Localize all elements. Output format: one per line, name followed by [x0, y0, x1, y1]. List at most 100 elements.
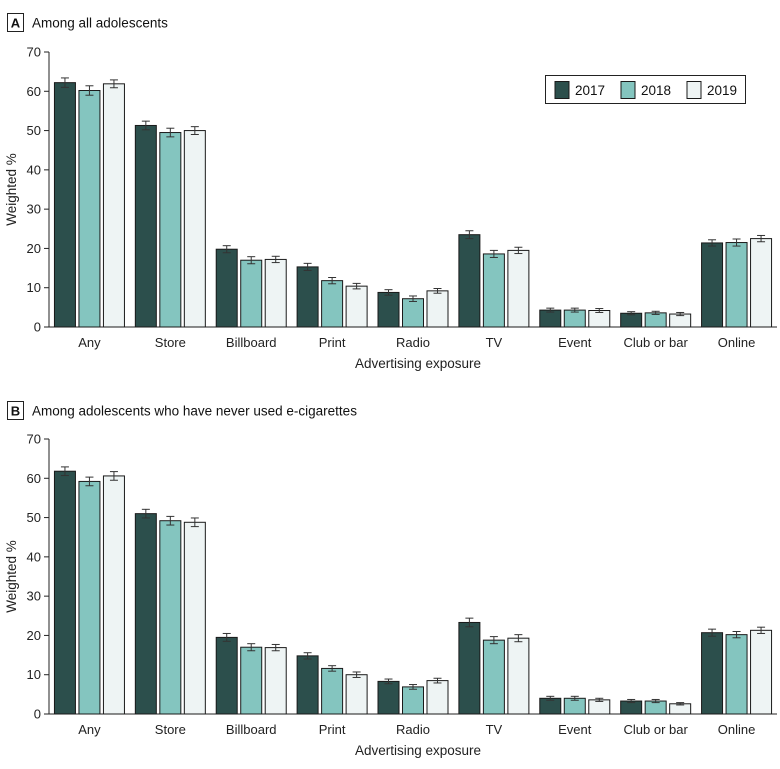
- error-bar-store-2019: [190, 517, 199, 528]
- error-bar-billboard-2017: [222, 245, 231, 254]
- error-bar-event-2019: [595, 308, 604, 313]
- panel-a-header: A Among all adolescents: [7, 13, 168, 32]
- error-bar-tv-2019: [514, 634, 523, 643]
- error-bar-club-or-bar-2017: [627, 311, 636, 316]
- legend-label-2019: 2019: [707, 83, 737, 98]
- error-bar-event-2018: [570, 695, 579, 701]
- error-bar-club-or-bar-2017: [627, 698, 636, 704]
- legend: 2017 2018 2019: [545, 75, 746, 104]
- bar-online-2018: [725, 242, 748, 328]
- panel-b-header: B Among adolescents who have never used …: [7, 401, 357, 420]
- error-bar-club-or-bar-2018: [651, 698, 660, 704]
- error-bar-any-2019: [109, 471, 118, 481]
- bar-event-2019: [588, 310, 611, 328]
- bar-store-2019: [183, 130, 206, 328]
- bar-online-2017: [701, 632, 724, 715]
- bar-store-2017: [134, 124, 157, 328]
- bar-tv-2019: [507, 637, 530, 715]
- error-bar-any-2018: [85, 85, 94, 96]
- panel-b-chart: 0 10 20 30 40 50 60 70 Weighted % Advertising exp…: [4, 432, 777, 758]
- panel-a-title: Among all adolescents: [32, 16, 168, 31]
- error-bar-radio-2017: [384, 289, 393, 296]
- y-tick-label: 40: [27, 549, 41, 564]
- bar-billboard-2018: [240, 259, 263, 328]
- bar-any-2019: [102, 83, 125, 328]
- error-bar-store-2018: [166, 515, 175, 526]
- y-tick-label: 0: [34, 707, 41, 722]
- error-bar-print-2018: [328, 665, 337, 672]
- error-bar-event-2019: [595, 697, 604, 702]
- bar-tv-2018: [482, 253, 505, 328]
- error-bar-club-or-bar-2019: [676, 702, 685, 706]
- error-bar-billboard-2019: [271, 255, 280, 264]
- bar-any-2019: [102, 475, 125, 715]
- error-bar-any-2019: [109, 79, 118, 89]
- error-bar-online-2019: [757, 626, 766, 634]
- bar-online-2017: [701, 242, 724, 328]
- x-tick-label-any: Any: [78, 335, 101, 350]
- error-bar-tv-2017: [465, 230, 474, 240]
- bar-radio-2019: [426, 680, 449, 715]
- error-bar-billboard-2018: [247, 256, 256, 265]
- bar-billboard-2019: [264, 647, 287, 715]
- y-tick-label: 60: [27, 471, 41, 486]
- bar-print-2019: [345, 674, 368, 715]
- x-axis-label: Advertising exposure: [355, 743, 481, 758]
- x-tick-label-radio: Radio: [396, 722, 430, 737]
- legend-swatch-2018: [620, 81, 636, 99]
- error-bar-event-2017: [546, 307, 555, 313]
- x-tick-label-store: Store: [155, 722, 186, 737]
- bar-radio-2019: [426, 290, 449, 328]
- bar-any-2018: [78, 90, 101, 328]
- bar-any-2017: [53, 82, 76, 328]
- error-bar-online-2018: [732, 238, 741, 247]
- x-tick-label-club-or-bar: Club or bar: [624, 722, 689, 737]
- y-tick-label: 30: [27, 202, 41, 217]
- bar-radio-2018: [402, 686, 424, 715]
- x-tick-label-event: Event: [558, 722, 592, 737]
- error-bar-online-2019: [757, 234, 766, 243]
- error-bar-print-2017: [303, 262, 312, 271]
- error-bar-online-2017: [708, 239, 717, 247]
- legend-label-2017: 2017: [575, 83, 605, 98]
- bar-print-2018: [321, 280, 344, 328]
- y-tick-label: 10: [27, 280, 41, 295]
- error-bar-store-2019: [190, 126, 199, 135]
- y-tick-label: 50: [27, 123, 41, 138]
- x-tick-label-club-or-bar: Club or bar: [624, 335, 689, 350]
- bar-billboard-2018: [240, 646, 263, 715]
- x-tick-label-tv: TV: [486, 722, 503, 737]
- x-tick-label-any: Any: [78, 722, 101, 737]
- x-tick-label-online: Online: [718, 335, 756, 350]
- error-bar-radio-2019: [433, 288, 442, 294]
- bar-online-2019: [750, 238, 773, 328]
- bar-tv-2017: [458, 621, 481, 715]
- error-bar-tv-2019: [514, 246, 523, 255]
- error-bar-tv-2018: [489, 636, 498, 645]
- error-bar-any-2018: [85, 476, 94, 487]
- error-bar-radio-2018: [409, 684, 417, 690]
- legend-swatch-2017: [554, 81, 570, 99]
- error-bar-billboard-2019: [271, 643, 280, 652]
- bar-online-2019: [750, 629, 773, 715]
- panel-a-chart: 0 10 20 30 40 50 60 70 Weighted % Advertising exp…: [4, 45, 777, 371]
- bar-store-2018: [159, 520, 182, 715]
- bar-tv-2019: [507, 249, 530, 328]
- bar-event-2018: [563, 309, 586, 328]
- x-tick-label-radio: Radio: [396, 335, 430, 350]
- error-bar-print-2017: [303, 652, 312, 660]
- y-tick-label: 10: [27, 667, 41, 682]
- bar-store-2019: [183, 521, 206, 715]
- x-tick-label-tv: TV: [486, 335, 503, 350]
- panel-b-title: Among adolescents who have never used e-…: [32, 404, 357, 419]
- bar-print-2017: [296, 266, 319, 328]
- legend-swatch-2019: [686, 81, 702, 99]
- x-axis-label: Advertising exposure: [355, 356, 481, 371]
- error-bar-store-2017: [141, 508, 150, 519]
- bar-radio-2017: [377, 680, 400, 715]
- error-bar-print-2018: [328, 277, 337, 285]
- y-tick-label: 70: [27, 45, 41, 60]
- y-tick-label: 20: [27, 628, 41, 643]
- bar-store-2017: [134, 513, 157, 715]
- y-tick-label: 20: [27, 241, 41, 256]
